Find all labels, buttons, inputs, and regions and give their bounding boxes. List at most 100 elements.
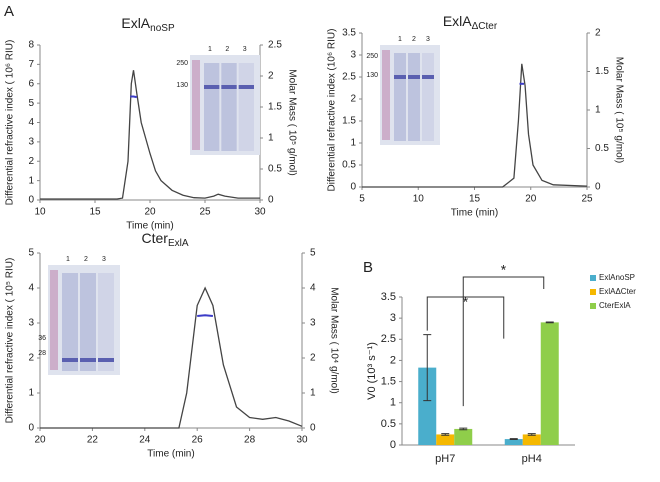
y2-tick-label: 0 <box>595 182 601 193</box>
x-tick-label: 5 <box>359 194 365 205</box>
error-bar <box>527 433 536 436</box>
y-tick-label: 2 <box>390 354 396 366</box>
gel-marker-label: 36 <box>38 335 46 342</box>
title-main: ExlA <box>443 13 472 29</box>
y2-tick-label: 2.5 <box>268 40 282 51</box>
error-bar <box>441 433 450 436</box>
y2-tick-label: 2 <box>310 353 316 364</box>
gel-lane <box>408 53 420 141</box>
chart-title: CterExlA <box>141 230 188 249</box>
y-tick-label: 0 <box>390 439 396 451</box>
gel-ladder <box>192 60 200 150</box>
gel-lane <box>422 53 434 141</box>
y2-tick-label: 1 <box>310 388 316 399</box>
chart-title: ExlAnoSP <box>121 15 175 34</box>
bar <box>540 322 559 445</box>
gel-lane <box>62 273 78 371</box>
y-axis-label: V0 (10³ s⁻¹) <box>366 342 378 400</box>
gel-ladder <box>50 270 58 370</box>
y2-tick-label: 1.5 <box>595 66 609 77</box>
y-tick-label: 2.5 <box>342 72 356 83</box>
gel-lane <box>80 273 96 371</box>
y2-tick-label: 2 <box>595 28 601 39</box>
bar <box>454 428 473 445</box>
y2-tick-label: 1 <box>268 133 274 144</box>
x-tick-label: 10 <box>413 194 425 205</box>
gel-marker-label: 250 <box>366 53 378 60</box>
y2-tick-label: 5 <box>310 248 316 259</box>
title-main: ExlA <box>121 15 150 31</box>
gel-lane-label: 2 <box>412 36 416 43</box>
title-subscript: ExlA <box>168 238 189 249</box>
y2-axis-label: Molar Mass ( 10⁴ g/mol) <box>328 287 339 394</box>
x-tick-label: 20 <box>144 207 156 218</box>
y-tick-label: 4 <box>28 283 34 294</box>
gel-band <box>394 75 406 79</box>
gel-lane-label: 2 <box>84 256 88 263</box>
y2-tick-label: 1.5 <box>268 102 282 113</box>
x-tick-label: 10 <box>34 207 46 218</box>
y-axis-label: Differential refractive index ( 10⁵ RIU) <box>5 258 16 424</box>
panel-label: A <box>4 3 14 20</box>
y-axis-label: Differential refractive index ( 10⁶ RIU) <box>5 40 16 206</box>
y-tick-label: 7 <box>28 59 34 70</box>
gel-lane <box>204 63 220 151</box>
title-subscript: noSP <box>150 23 175 34</box>
y2-tick-label: 3 <box>310 318 316 329</box>
y-tick-label: 3 <box>390 312 396 324</box>
annotation: * <box>501 262 507 278</box>
bar <box>522 434 541 445</box>
gel-lane-label: 3 <box>102 256 106 263</box>
x-tick-label: 26 <box>192 435 204 446</box>
bracket <box>426 296 505 339</box>
gel-lane-label: 3 <box>426 36 430 43</box>
gel-band <box>422 75 434 79</box>
gel-marker-label: 250 <box>176 60 188 67</box>
gel-band <box>221 85 237 89</box>
gel-lane-label: 1 <box>208 46 212 53</box>
error-bar <box>509 438 518 441</box>
data-line <box>197 314 213 317</box>
y2-tick-label: 0.5 <box>268 164 282 175</box>
y-tick-label: 2 <box>28 353 34 364</box>
gel-marker-label: 28 <box>38 350 46 357</box>
gel-band <box>238 85 254 89</box>
bracket <box>462 276 545 407</box>
gel-lane-label: 2 <box>225 46 229 53</box>
y2-tick-label: 1 <box>595 105 601 116</box>
y-tick-label: 5 <box>28 98 34 109</box>
y2-tick-label: 0 <box>310 423 316 434</box>
data-line <box>40 286 303 429</box>
bar <box>504 439 523 445</box>
bar <box>436 434 455 445</box>
data-line <box>40 70 260 200</box>
x-tick-label: 22 <box>87 435 99 446</box>
x-tick-label: 25 <box>199 207 211 218</box>
x-tick-label: 24 <box>139 435 151 446</box>
gel-marker-label: 130 <box>366 72 378 79</box>
gel-lane <box>221 63 237 151</box>
error-bar <box>459 427 468 431</box>
legend-label: ExlAΔCter <box>599 287 636 296</box>
y-tick-label: 5 <box>28 248 34 259</box>
title-subscript: ΔCter <box>472 21 498 32</box>
y-tick-label: 1.5 <box>342 116 356 127</box>
legend-swatch <box>590 303 596 309</box>
x-tick-label: 25 <box>581 194 593 205</box>
y-tick-label: 3 <box>350 50 356 61</box>
y-tick-label: 3 <box>28 137 34 148</box>
x-tick-label: 28 <box>244 435 256 446</box>
y-tick-label: 6 <box>28 78 34 89</box>
y-tick-label: 1 <box>350 138 356 149</box>
x-tick-label: 20 <box>525 194 537 205</box>
y-tick-label: 4 <box>28 117 34 128</box>
gel-marker-label: 130 <box>176 82 188 89</box>
gel-band <box>80 358 96 362</box>
x-tick-label: 15 <box>89 207 101 218</box>
y-tick-label: 3.5 <box>381 291 396 303</box>
x-axis-label: Time (min) <box>147 449 194 460</box>
x-tick-label: 15 <box>469 194 481 205</box>
x-tick-label: pH7 <box>435 453 455 465</box>
y-axis-label: Differential refractive index (10⁶ RIU) <box>327 29 338 192</box>
